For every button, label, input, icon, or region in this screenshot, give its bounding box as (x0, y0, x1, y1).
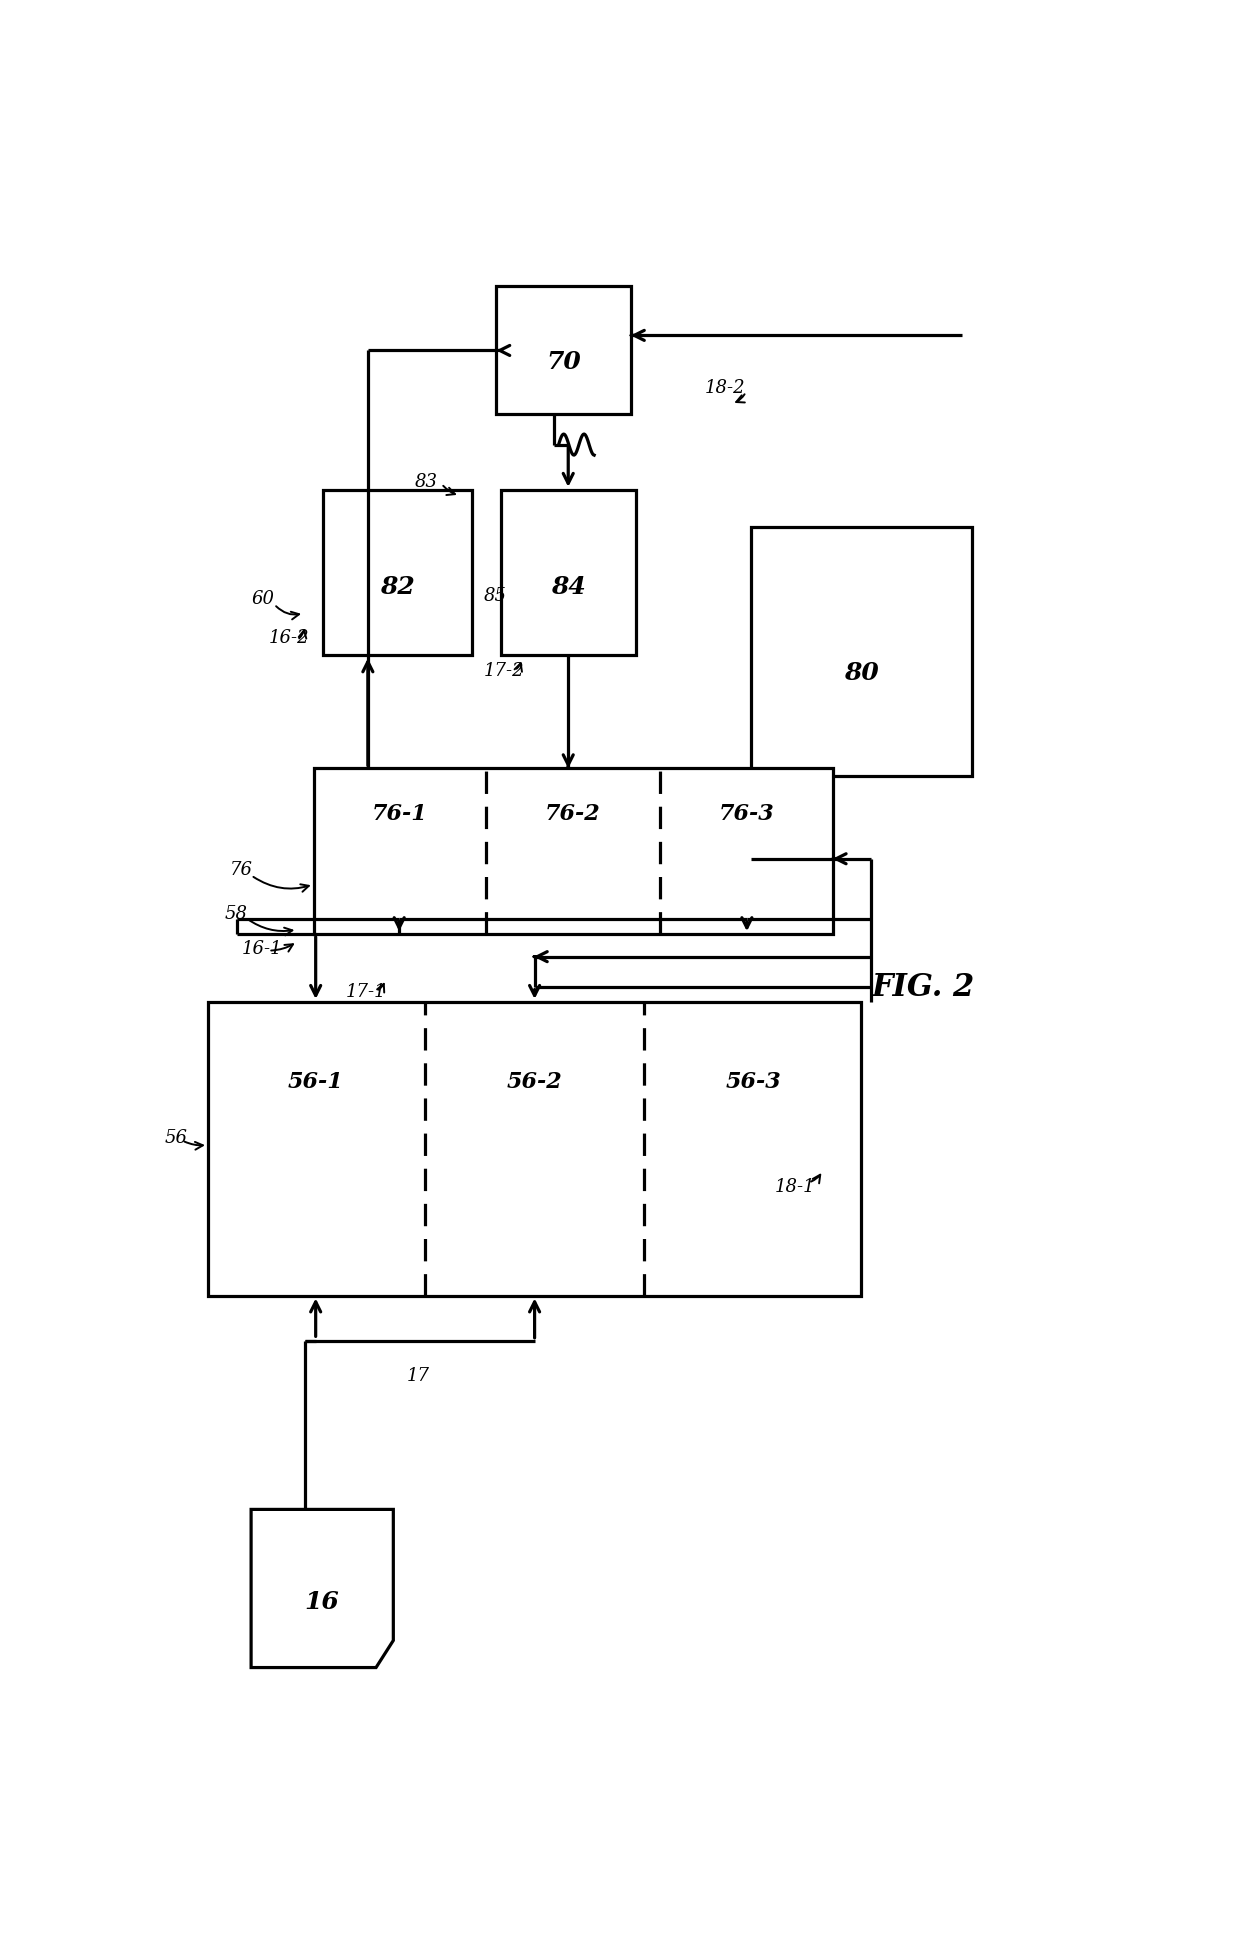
Text: 18-1: 18-1 (775, 1177, 816, 1195)
Text: FIG. 2: FIG. 2 (872, 972, 976, 1003)
Text: 56-1: 56-1 (288, 1071, 343, 1093)
Text: 80: 80 (844, 661, 879, 684)
Text: 17-1: 17-1 (345, 983, 386, 1001)
Text: 84: 84 (551, 575, 585, 598)
Text: 56: 56 (165, 1128, 187, 1148)
Text: 83: 83 (414, 473, 438, 491)
Text: 56-3: 56-3 (725, 1071, 781, 1093)
Bar (751, 528, 972, 776)
Text: 76-1: 76-1 (371, 804, 427, 825)
Bar (314, 768, 832, 934)
Text: 76-2: 76-2 (546, 804, 601, 825)
Text: 60: 60 (250, 590, 274, 608)
Text: 18-2: 18-2 (704, 379, 745, 397)
Text: 56-2: 56-2 (507, 1071, 563, 1093)
Text: 70: 70 (546, 350, 580, 373)
Text: 16: 16 (305, 1589, 340, 1613)
Text: 16-1: 16-1 (242, 938, 283, 958)
Text: 82: 82 (381, 575, 415, 598)
Text: 58: 58 (224, 905, 247, 923)
Text: 16-2: 16-2 (268, 630, 309, 647)
Text: 85: 85 (484, 586, 507, 604)
Polygon shape (250, 1509, 393, 1668)
Text: 76-3: 76-3 (719, 804, 775, 825)
Bar (324, 491, 472, 657)
Text: 76: 76 (229, 860, 253, 880)
Text: 17-2: 17-2 (484, 663, 525, 680)
Text: 17: 17 (407, 1367, 430, 1384)
Bar (496, 287, 631, 414)
Bar (501, 491, 635, 657)
Bar (208, 1003, 862, 1296)
